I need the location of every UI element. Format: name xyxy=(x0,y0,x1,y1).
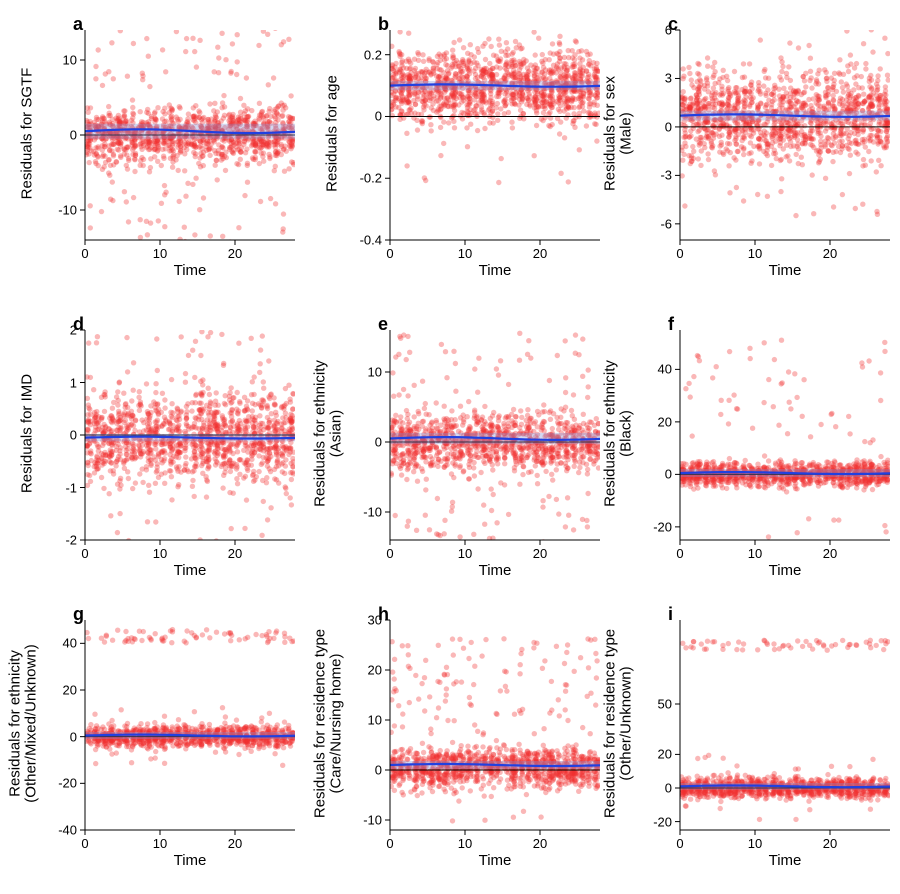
xlabel: Time xyxy=(85,562,295,579)
xtick-label: 0 xyxy=(676,836,683,851)
xtick-label: 10 xyxy=(458,546,472,561)
ylabel-sub: (Black) xyxy=(618,329,635,539)
ylabel: Residuals for residence type xyxy=(312,619,329,829)
xtick-label: 20 xyxy=(533,836,547,851)
panel-e: 01020-10010 xyxy=(390,330,600,540)
xlabel: Time xyxy=(85,852,295,869)
xtick-label: 0 xyxy=(386,546,393,561)
xtick-label: 0 xyxy=(81,836,88,851)
panel-letter: i xyxy=(668,604,673,625)
plot-area xyxy=(680,330,890,540)
xtick-label: 10 xyxy=(458,836,472,851)
plot-area xyxy=(85,620,295,830)
ylabel: Residuals for age xyxy=(324,29,341,239)
xtick-label: 0 xyxy=(386,246,393,261)
panel-a: 01020-10010 xyxy=(85,30,295,240)
ylabel: Residuals for sex xyxy=(602,29,619,239)
residuals-grid: 01020-10010aTimeResiduals for SGTF01020-… xyxy=(0,0,900,894)
xlabel: Time xyxy=(390,562,600,579)
xtick-label: 10 xyxy=(153,546,167,561)
xtick-label: 10 xyxy=(748,546,762,561)
xtick-label: 0 xyxy=(676,546,683,561)
xtick-label: 10 xyxy=(153,246,167,261)
panel-letter: d xyxy=(73,314,84,335)
xtick-label: 0 xyxy=(81,546,88,561)
panel-c: 01020-6-3036 xyxy=(680,30,890,240)
xlabel: Time xyxy=(390,852,600,869)
plot-area xyxy=(680,620,890,830)
xtick-label: 20 xyxy=(228,546,242,561)
panel-letter: e xyxy=(378,314,388,335)
panel-letter: h xyxy=(378,604,389,625)
xtick-label: 10 xyxy=(748,246,762,261)
ylabel: Residuals for ethnicity xyxy=(602,329,619,539)
ylabel-sub: (Asian) xyxy=(328,329,345,539)
panel-d: 01020-2-1012 xyxy=(85,330,295,540)
panel-letter: c xyxy=(668,14,678,35)
xtick-label: 0 xyxy=(386,836,393,851)
panel-h: 01020-100102030 xyxy=(390,620,600,830)
xlabel: Time xyxy=(680,262,890,279)
xlabel: Time xyxy=(680,852,890,869)
ylabel: Residuals for IMD xyxy=(19,329,36,539)
xlabel: Time xyxy=(85,262,295,279)
ylabel-sub: (Other/Mixed/Unknown) xyxy=(23,619,40,829)
xtick-label: 20 xyxy=(823,836,837,851)
panel-g: 01020-40-2002040 xyxy=(85,620,295,830)
plot-area xyxy=(390,330,600,540)
xtick-label: 0 xyxy=(676,246,683,261)
ylabel: Residuals for ethnicity xyxy=(312,329,329,539)
ylabel: Residuals for residence type xyxy=(602,619,619,829)
panel-b: 01020-0.4-0.200.2 xyxy=(390,30,600,240)
panel-letter: b xyxy=(378,14,389,35)
panel-f: 01020-2002040 xyxy=(680,330,890,540)
plot-area xyxy=(680,30,890,240)
xtick-label: 20 xyxy=(533,546,547,561)
xtick-label: 10 xyxy=(153,836,167,851)
panel-letter: f xyxy=(668,314,674,335)
ylabel-sub: (Other/Unknown) xyxy=(618,619,635,829)
xtick-label: 20 xyxy=(823,246,837,261)
panel-i: 01020-2002050 xyxy=(680,620,890,830)
ylabel: Residuals for ethnicity xyxy=(7,619,24,829)
plot-area xyxy=(85,330,295,540)
ylabel: Residuals for SGTF xyxy=(19,29,36,239)
plot-area xyxy=(85,30,295,240)
ylabel-sub: (Male) xyxy=(618,29,635,239)
xtick-label: 10 xyxy=(748,836,762,851)
xlabel: Time xyxy=(680,562,890,579)
xtick-label: 20 xyxy=(228,836,242,851)
panel-letter: g xyxy=(73,604,84,625)
xtick-label: 20 xyxy=(533,246,547,261)
xlabel: Time xyxy=(390,262,600,279)
ylabel-sub: (Care/Nursing home) xyxy=(328,619,345,829)
plot-area xyxy=(390,620,600,830)
xtick-label: 20 xyxy=(823,546,837,561)
plot-area xyxy=(390,30,600,240)
xtick-label: 10 xyxy=(458,246,472,261)
xtick-label: 0 xyxy=(81,246,88,261)
panel-letter: a xyxy=(73,14,83,35)
xtick-label: 20 xyxy=(228,246,242,261)
